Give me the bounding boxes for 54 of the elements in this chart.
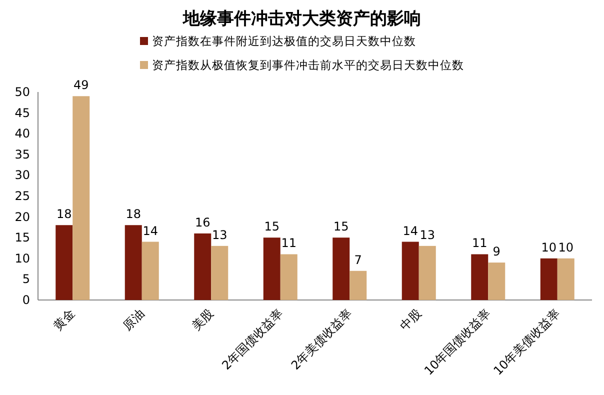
- bar: [211, 246, 228, 300]
- x-tick-label: 10年美债收益率: [490, 306, 562, 378]
- x-tick-label: 黄金: [50, 306, 78, 334]
- x-tick-label: 10年国债收益率: [422, 306, 494, 378]
- data-label: 11: [281, 236, 297, 250]
- bar: [142, 242, 159, 300]
- bar: [402, 242, 419, 300]
- y-tick-label: 35: [14, 147, 30, 162]
- data-label: 7: [354, 252, 362, 267]
- y-tick-label: 20: [14, 210, 30, 224]
- y-tick-label: 0: [22, 293, 30, 307]
- bar: [72, 96, 90, 300]
- data-label: 14: [402, 224, 418, 238]
- chart-title: 地缘事件冲击对大类资产的影响: [182, 9, 421, 29]
- data-label: 11: [472, 236, 488, 250]
- y-tick-label: 5: [22, 272, 30, 286]
- y-tick-label: 40: [14, 126, 30, 141]
- x-tick-label: 2年美债收益率: [288, 306, 355, 372]
- y-tick-label: 25: [14, 189, 30, 203]
- data-label: 49: [73, 78, 89, 92]
- x-tick-label: 2年国债收益率: [219, 306, 286, 372]
- bar: [56, 225, 73, 300]
- bar: [263, 238, 280, 300]
- bar: [471, 254, 488, 300]
- y-tick-label: 15: [14, 230, 30, 245]
- bar: [418, 246, 436, 300]
- y-tick-label: 45: [14, 106, 30, 120]
- data-label: 13: [420, 228, 436, 242]
- data-label: 15: [333, 220, 349, 234]
- y-tick-label: 10: [14, 251, 30, 266]
- bar: [540, 258, 558, 300]
- x-tick-label: 原油: [120, 306, 147, 334]
- legend-label: 资产指数在事件附近到达极值的交易日天数中位数: [152, 34, 416, 48]
- bar: [280, 254, 298, 300]
- bar: [124, 225, 142, 300]
- data-label: 9: [492, 244, 500, 259]
- bar: [488, 262, 506, 300]
- bar: [332, 238, 350, 300]
- y-tick-label: 30: [14, 168, 30, 182]
- data-label: 18: [56, 207, 72, 222]
- data-label: 10: [558, 240, 574, 254]
- data-label: 14: [142, 224, 158, 238]
- y-tick-label: 50: [14, 85, 30, 99]
- data-label: 10: [541, 240, 557, 254]
- bar: [350, 270, 367, 300]
- data-label: 18: [126, 207, 142, 222]
- bar: [194, 233, 212, 300]
- legend-label: 资产指数从极值恢复到事件冲击前水平的交易日天数中位数: [152, 58, 464, 72]
- x-tick-label: 美股: [189, 306, 216, 334]
- data-label: 13: [212, 228, 228, 242]
- x-tick-label: 中股: [397, 306, 424, 334]
- data-label: 16: [194, 215, 210, 230]
- data-label: 15: [264, 220, 280, 234]
- bar: [557, 258, 574, 300]
